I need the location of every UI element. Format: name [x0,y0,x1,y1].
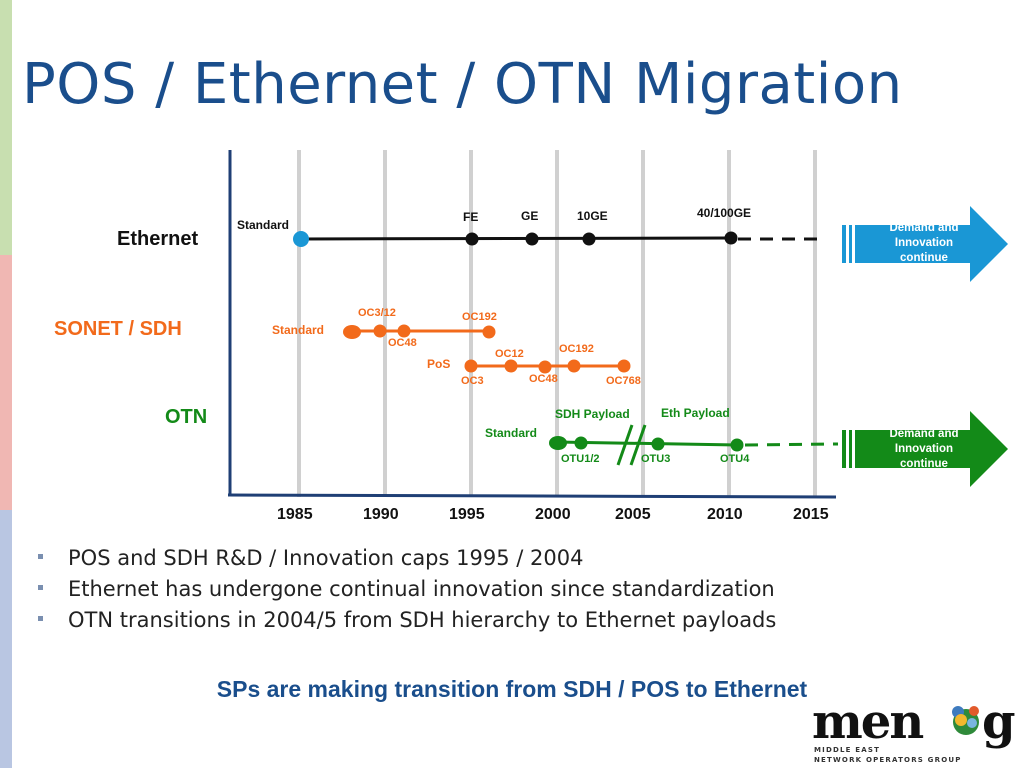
sonet-standard-label: Standard [272,323,325,337]
logo-line1: MIDDLE EAST [814,746,880,754]
bullet-marker [38,615,43,621]
ethernet-40-100ge-label: 40/100GE [697,206,752,220]
bullet-marker [38,553,43,559]
pos-oc12-label: OC12 [495,348,524,360]
bullet-marker [38,584,43,590]
sonet-oc48-dot [397,324,411,338]
demand-arrow-green-text: Demand and Innovation continue [889,428,959,470]
bullet-item: Ethernet has undergone continual innovat… [38,574,776,605]
pos-oc192-dot [567,359,581,373]
bullet-text: OTN transitions in 2004/5 from SDH hiera… [68,608,777,632]
side-band-green [0,0,12,255]
year-label: 1995 [449,506,485,523]
ethernet-fe-dot [465,232,479,246]
row-label-ethernet: Ethernet [117,228,199,250]
year-label: 2000 [535,506,571,523]
pos-label: PoS [427,357,451,371]
side-band-red [0,255,12,510]
ethernet-ge-dot [525,232,539,246]
ethernet-line [299,236,732,241]
otn-future-dash [744,442,839,447]
otn-otu3-dot [651,437,665,451]
pos-oc48-dot [538,360,552,374]
pos-oc3-dot [464,359,478,373]
otn-standard-dot [549,436,567,450]
bullet-list: POS and SDH R&D / Innovation caps 1995 /… [38,543,776,636]
timeline-diagram [227,150,839,499]
year-label: 2015 [793,506,829,523]
svg-text:men: men [812,698,923,750]
otn-otu4-dot [730,438,744,452]
sonet-standard-dot [343,325,361,339]
demand-arrow-blue-text: Demand and Innovation continue [889,222,959,264]
otn-otu4-label: OTU4 [720,453,750,465]
x-axis [227,493,837,499]
pos-oc12-dot [504,359,518,373]
bullet-item: POS and SDH R&D / Innovation caps 1995 /… [38,543,776,574]
year-label: 2010 [707,506,743,523]
year-label: 1990 [363,506,399,523]
row-label-sonet-sdh: SONET / SDH [54,318,182,340]
otn-standard-label: Standard [485,426,538,440]
page-title: POS / Ethernet / OTN Migration [22,52,903,117]
demand-arrow-green [842,411,1008,487]
otn-otu3-label: OTU3 [641,453,671,465]
pos-oc3-label: OC3 [461,375,484,387]
sonet-oc192-label: OC192 [462,311,497,323]
ethernet-standard-label: Standard [237,218,290,232]
ethernet-10ge-label: 10GE [577,209,608,223]
bullet-item: OTN transitions in 2004/5 from SDH hiera… [38,605,776,636]
pos-oc768-label: OC768 [606,375,641,387]
ethernet-10ge-dot [582,232,596,246]
demand-arrow-blue [842,206,1008,282]
year-label: 1985 [277,506,313,523]
sonet-oc3-12-label: OC3/12 [358,307,396,319]
conclusion-text: SPs are making transition from SDH / POS… [216,676,808,702]
sonet-oc3-12-dot [373,324,387,338]
svg-text:g: g [982,698,1016,750]
ethernet-fe-label: FE [463,210,479,224]
bullet-text: POS and SDH R&D / Innovation caps 1995 /… [68,546,584,570]
row-label-otn: OTN [165,406,208,428]
ethernet-ge-label: GE [521,209,539,223]
pos-oc768-dot [617,359,631,373]
otn-sdh-payload-label: SDH Payload [555,407,630,421]
logo-line2: NETWORK OPERATORS GROUP [814,756,962,764]
otn-otu1-2-label: OTU1/2 [561,453,600,465]
otn-eth-payload-label: Eth Payload [661,406,730,420]
ethernet-standard-dot [293,231,309,247]
pos-oc48-label: OC48 [529,373,558,385]
side-band-blue [0,510,12,768]
otn-transition-break [616,424,647,466]
pos-oc192-label: OC192 [559,343,594,355]
year-label: 2005 [615,506,651,523]
sonet-oc192-dot [482,325,496,339]
sonet-oc48-label: OC48 [388,337,417,349]
menog-logo: men g MIDDLE EAST NETWORK OPERATORS GROU… [812,698,1016,764]
ethernet-40-100ge-dot [724,231,738,245]
bullet-text: Ethernet has undergone continual innovat… [68,577,775,601]
otn-otu1-2-dot [574,436,588,450]
